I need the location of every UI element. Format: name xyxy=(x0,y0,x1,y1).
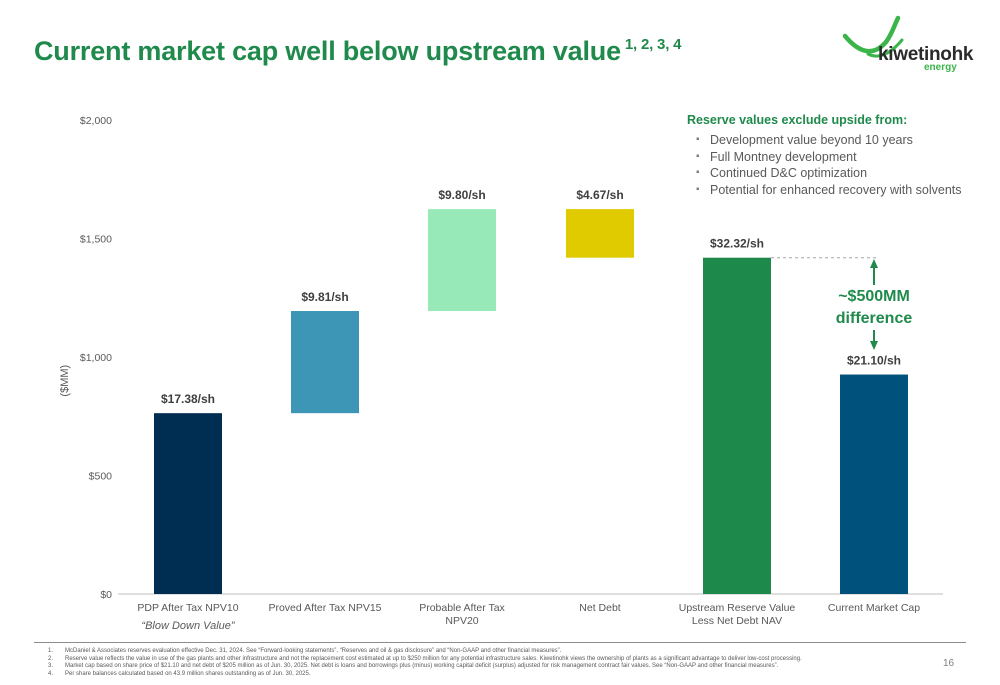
callout-item: Development value beyond 10 years xyxy=(687,132,987,149)
upside-callout: Reserve values exclude upside from: Deve… xyxy=(687,113,987,199)
footnote-text: Reserve value reflects the value in use … xyxy=(65,655,802,662)
footnote: 2. Reserve value reflects the value in us… xyxy=(48,656,918,664)
data-labels: $17.38/sh $9.81/sh $9.80/sh $4.67/sh $32.32/… xyxy=(161,188,901,406)
x-category-label-line: Net Debt xyxy=(579,602,621,614)
title-footnote-refs: 1, 2, 3, 4 xyxy=(624,36,682,53)
x-category-label: Current Market Cap xyxy=(828,602,920,614)
waterfall-bar xyxy=(291,311,359,414)
y-axis-title: ($MM) xyxy=(59,365,71,397)
y-axis: $0 $500 $1,000 $1,500 $2,000 ($MM) xyxy=(59,115,943,601)
difference-annotation: ~$500MM difference xyxy=(825,286,923,330)
waterfall-bar xyxy=(428,209,496,312)
x-category-label-line: Proved After Tax NPV15 xyxy=(268,602,381,614)
x-category-label-line: Less Net Debt NAV xyxy=(692,615,782,627)
waterfall-bar xyxy=(840,374,908,594)
footnote-text: Per share balances calculated based on 4… xyxy=(65,670,311,677)
footnote: 1. McDaniel & Associates reserves evaluat… xyxy=(48,648,918,656)
bar-value-label: $4.67/sh xyxy=(576,188,623,202)
footnote-number: 2. xyxy=(48,655,54,662)
waterfall-bar xyxy=(154,413,222,594)
bar-value-label: $17.38/sh xyxy=(161,392,215,406)
x-category-label: PDP After Tax NPV10 xyxy=(137,602,238,614)
logo-swoosh-icon xyxy=(842,15,904,58)
y-tick-label: $500 xyxy=(89,471,113,483)
waterfall-bar xyxy=(566,209,634,258)
bar-value-label: $32.32/sh xyxy=(710,237,764,251)
footer-divider xyxy=(34,642,966,643)
x-category-label: Net Debt xyxy=(579,602,621,614)
x-category-label: Proved After Tax NPV15 xyxy=(268,602,381,614)
y-tick-label: $1,000 xyxy=(80,352,112,364)
callout-item: Potential for enhanced recovery with sol… xyxy=(687,182,987,199)
x-category-label-line: Current Market Cap xyxy=(828,602,920,614)
x-category-label-line: Probable After Tax xyxy=(419,602,505,614)
x-category-label-line: NPV20 xyxy=(445,615,478,627)
bar-value-label: $9.81/sh xyxy=(301,290,348,304)
logo-subtitle: energy xyxy=(924,62,957,73)
footnotes: 1. McDaniel & Associates reserves evaluat… xyxy=(48,648,918,678)
footnote-number: 4. xyxy=(48,670,54,677)
down-arrow-head-icon xyxy=(870,341,878,350)
waterfall-chart: $0$500$1,000$1,500$2,000($MM) $17.38/sh$… xyxy=(59,115,943,632)
bars xyxy=(154,209,908,594)
slide-title-text: Current market cap well below upstream v… xyxy=(34,36,621,66)
up-arrow-head-icon xyxy=(870,259,878,268)
company-logo: kiwetinohk energy xyxy=(840,14,973,74)
footnote-number: 1. xyxy=(48,648,54,654)
callout-list: Development value beyond 10 years Full M… xyxy=(687,132,987,199)
footnote: 3. Market cap based on share price of $21… xyxy=(48,663,918,671)
x-category-label: Probable After Tax NPV20 xyxy=(419,602,505,627)
blow-down-annotation: “Blow Down Value” xyxy=(141,620,235,632)
difference-label: difference xyxy=(835,310,913,327)
bar-value-label: $9.80/sh xyxy=(438,188,485,202)
y-tick-label: $0 xyxy=(100,589,112,601)
footnote-number: 3. xyxy=(48,663,54,669)
bar-value-label: $21.10/sh xyxy=(847,354,901,368)
footnote-text: McDaniel & Associates reserves evaluatio… xyxy=(65,648,562,654)
slide-title: Current market cap well below upstream v… xyxy=(34,36,681,67)
y-tick-label: $1,500 xyxy=(80,234,112,246)
waterfall-bar xyxy=(703,257,771,594)
x-category-label-line: Upstream Reserve Value xyxy=(679,602,796,614)
x-category-label-line: PDP After Tax NPV10 xyxy=(137,602,238,614)
callout-item: Full Montney development xyxy=(687,149,987,166)
footnote: 4. Per share balances calculated based on… xyxy=(48,671,918,679)
x-category-label: Upstream Reserve Value Less Net Debt NAV xyxy=(679,602,796,627)
callout-item: Continued D&C optimization xyxy=(687,165,987,182)
chart-annotations: “Blow Down Value” xyxy=(141,257,879,632)
x-axis-labels: PDP After Tax NPV10 Proved After Tax NPV1… xyxy=(137,602,920,627)
footnote-text: Market cap based on share price of $21.1… xyxy=(65,663,779,669)
logo-name: kiwetinohk xyxy=(878,44,974,65)
callout-heading: Reserve values exclude upside from: xyxy=(687,113,908,127)
y-tick-label: $2,000 xyxy=(80,115,112,127)
difference-amount: ~$500MM xyxy=(838,288,910,305)
page-number: 16 xyxy=(943,658,955,669)
